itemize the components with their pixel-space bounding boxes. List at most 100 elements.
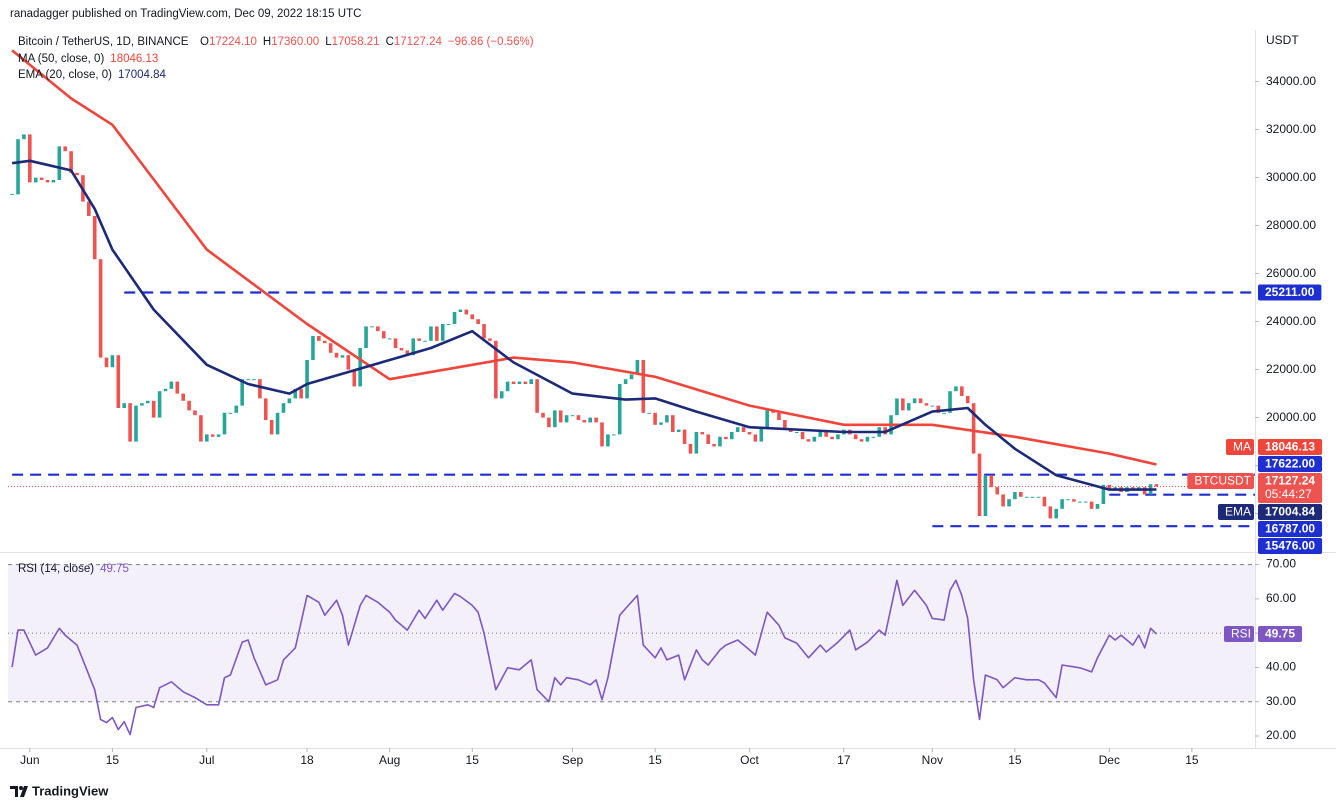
candle <box>1066 499 1070 501</box>
legend-value: 17004.84 <box>118 69 167 81</box>
legend-name: MA (50, close, 0) <box>18 53 104 65</box>
candle <box>234 405 239 413</box>
candle <box>912 398 917 404</box>
tag-value: 17004.84 <box>1265 505 1315 519</box>
candle <box>328 343 333 353</box>
candle <box>181 393 185 401</box>
candle <box>387 338 392 340</box>
candle <box>653 412 657 425</box>
candle <box>682 429 687 444</box>
candle <box>470 314 475 320</box>
quote-value: 17058.21 <box>332 36 380 48</box>
candle <box>122 403 127 408</box>
candle <box>688 444 693 454</box>
candle <box>547 417 551 428</box>
y-tick-label: 20.00 <box>1266 728 1296 742</box>
candle <box>564 415 569 423</box>
price-tag: 25211.00 <box>1258 284 1322 301</box>
candle <box>1019 492 1023 497</box>
candle <box>476 319 480 324</box>
candle <box>417 338 421 341</box>
candle <box>429 326 433 341</box>
candle <box>511 381 516 384</box>
candle <box>28 134 32 183</box>
candle <box>98 259 103 358</box>
candle <box>523 381 528 384</box>
y-tick-label: 70.00 <box>1266 557 1296 571</box>
candle <box>930 405 935 407</box>
x-tick-label: Aug <box>379 753 400 767</box>
candle <box>322 340 327 344</box>
candle <box>75 172 79 176</box>
x-tick-label: Jul <box>199 753 214 767</box>
candle <box>228 412 233 414</box>
y-tick-label: 30000.00 <box>1266 170 1316 184</box>
rsi-band <box>8 564 1255 702</box>
candle <box>216 434 221 437</box>
candle <box>464 309 469 315</box>
tag-value-box <box>1258 538 1323 554</box>
candle <box>16 139 20 195</box>
candle <box>588 417 593 423</box>
candle <box>63 146 68 152</box>
candle <box>812 436 817 442</box>
pane-title: RSI (14, close) <box>18 563 94 575</box>
x-tick-label: Sep <box>562 753 584 767</box>
candle <box>1154 484 1159 487</box>
candle <box>582 420 587 423</box>
candle <box>594 417 598 423</box>
tag-name-box <box>1226 439 1254 455</box>
candle <box>269 420 274 435</box>
candle <box>895 398 899 416</box>
candle <box>393 338 398 348</box>
candle <box>33 177 38 183</box>
tag-value-box <box>1258 504 1323 520</box>
candle <box>741 427 746 432</box>
candle <box>553 410 557 428</box>
logo-icon <box>10 786 28 797</box>
price-tag: 15476.00 <box>1258 538 1323 554</box>
candle <box>352 369 357 387</box>
price-tag: RSI 49.75 <box>1223 626 1303 642</box>
indicator-line <box>11 49 1157 466</box>
candle <box>163 388 168 392</box>
candle <box>494 340 498 399</box>
candle <box>1107 484 1112 490</box>
candle <box>1001 494 1005 507</box>
y-tick-label: 60.00 <box>1266 591 1296 605</box>
candle <box>370 326 374 328</box>
candle <box>57 146 62 180</box>
y-tick-label: 22000.00 <box>1266 362 1316 376</box>
candle <box>488 338 492 341</box>
price-tag: EMA 17004.84 <box>1217 504 1323 520</box>
candle <box>1030 496 1035 498</box>
candle <box>635 360 640 375</box>
candle <box>134 405 138 442</box>
candle <box>146 400 150 404</box>
x-tick-label: 15 <box>1008 753 1022 767</box>
candle <box>116 355 121 408</box>
candle <box>859 439 864 442</box>
candle <box>440 324 445 341</box>
candle <box>865 436 870 442</box>
candle <box>706 434 710 444</box>
candle <box>647 412 651 414</box>
tag-value-box <box>1258 626 1303 642</box>
candle <box>1060 499 1064 509</box>
x-tick-label: 15 <box>466 753 480 767</box>
pane <box>8 49 1255 528</box>
logo <box>10 786 28 797</box>
candle <box>1048 506 1053 519</box>
candle <box>482 324 486 339</box>
x-tick-label: 15 <box>1185 753 1199 767</box>
x-tick-label: Dec <box>1099 753 1120 767</box>
candle <box>1024 496 1029 498</box>
y-tick-label: 30.00 <box>1266 694 1296 708</box>
candle <box>1036 496 1041 498</box>
candle <box>960 386 964 396</box>
candle <box>517 381 522 384</box>
candle <box>535 379 539 413</box>
